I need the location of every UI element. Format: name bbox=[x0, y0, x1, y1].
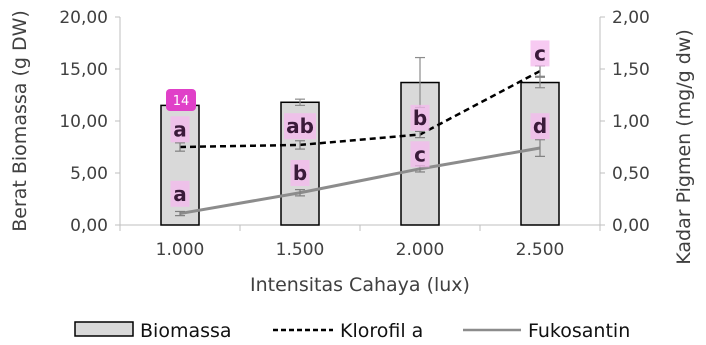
y-left-tick-label: 15,00 bbox=[59, 60, 108, 80]
klorofil-sig-label: b bbox=[293, 161, 307, 185]
biomass-bars bbox=[160, 56, 560, 226]
y-right-tick-label: 1,00 bbox=[612, 112, 650, 132]
tick-labels: 0,00 5,00 10,00 15,00 20,00 0,00 0,50 1,00 1,50 2… bbox=[59, 8, 650, 260]
klorofil-sig-label: c bbox=[414, 142, 426, 166]
y-right-tick-label: 2,00 bbox=[612, 8, 650, 28]
klorofil-sig-label-highlight bbox=[410, 141, 430, 168]
biomassa-sig-label: ab bbox=[286, 114, 314, 138]
biomassa-sig-label-highlight bbox=[284, 113, 316, 140]
y-right-tick-label: 1,50 bbox=[612, 60, 650, 80]
y-right-tick-label: 0,50 bbox=[612, 164, 650, 184]
klorofil-sig-label: a bbox=[173, 182, 187, 206]
legend-fukosantin-label: Fukosantin bbox=[528, 320, 630, 342]
legend-biomassa-label: Biomassa bbox=[140, 320, 232, 342]
legend-biomassa-swatch bbox=[74, 321, 134, 337]
x-tick-label: 2.000 bbox=[396, 240, 445, 260]
klorofil-sig-label-highlight bbox=[170, 180, 190, 207]
y-left-tick-label: 20,00 bbox=[59, 8, 108, 28]
value-badge-box bbox=[166, 89, 196, 111]
legend-klorofil-label: Klorofil a bbox=[340, 320, 423, 342]
value-badge-text: 14 bbox=[173, 94, 190, 109]
biomassa-sig-label: a bbox=[173, 117, 187, 141]
biomassa-sig-label-highlight bbox=[410, 104, 430, 131]
x-tick-label: 1.500 bbox=[276, 240, 325, 260]
klorofil-sig-label-highlight bbox=[530, 40, 550, 67]
y-right-tick-label: 0,00 bbox=[612, 216, 650, 236]
klorofil-line bbox=[179, 69, 541, 149]
biomassa-sig-label-highlight bbox=[170, 116, 190, 143]
y-left-tick-label: 10,00 bbox=[59, 112, 108, 132]
klorofil-sig-label-highlight bbox=[290, 160, 310, 186]
klorofil-sig-label: c bbox=[534, 41, 546, 65]
biomassa-sig-label: d bbox=[533, 114, 547, 138]
value-badge: 14 bbox=[166, 89, 196, 111]
y-left-tick-label: 0,00 bbox=[70, 216, 108, 236]
pigment-lines bbox=[175, 65, 545, 217]
biomassa-sig-label: b bbox=[413, 106, 427, 130]
y-left-tick-label: 5,00 bbox=[70, 164, 108, 184]
y-axis-left-title: Berat Biomassa (g DW) bbox=[9, 10, 31, 232]
x-tick-label: 1.000 bbox=[156, 240, 205, 260]
biomassa-sig-label-highlight bbox=[530, 113, 550, 140]
x-tick-label: 2.500 bbox=[516, 240, 565, 260]
fukosantin-line bbox=[179, 146, 541, 216]
axes bbox=[115, 16, 605, 231]
x-axis-title: Intensitas Cahaya (lux) bbox=[250, 274, 470, 296]
y-axis-right-title: Kadar Pigmen (mg/g dw) bbox=[673, 29, 695, 264]
legend: Biomassa Klorofil a Fukosantin bbox=[74, 320, 630, 342]
